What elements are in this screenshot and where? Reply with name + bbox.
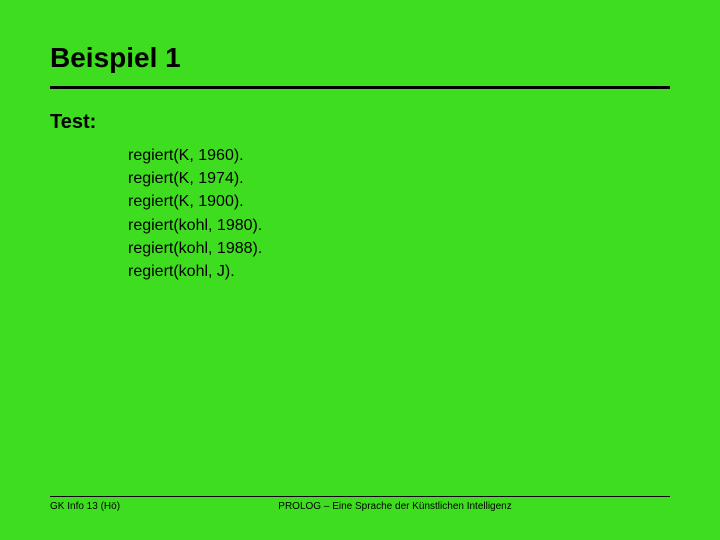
section-subhead: Test:	[50, 111, 670, 134]
footer-rule	[50, 496, 670, 497]
code-block: regiert(K, 1960). regiert(K, 1974). regi…	[128, 144, 670, 283]
code-line: regiert(K, 1974).	[128, 167, 670, 190]
slide: Beispiel 1 Test: regiert(K, 1960). regie…	[0, 0, 720, 540]
footer-center-text: PROLOG – Eine Sprache der Künstlichen In…	[120, 501, 670, 512]
slide-title: Beispiel 1	[50, 42, 670, 74]
slide-footer: GK Info 13 (Hö) PROLOG – Eine Sprache de…	[50, 496, 670, 512]
footer-row: GK Info 13 (Hö) PROLOG – Eine Sprache de…	[50, 501, 670, 512]
code-line: regiert(K, 1900).	[128, 190, 670, 213]
code-line: regiert(kohl, J).	[128, 260, 670, 283]
code-line: regiert(kohl, 1980).	[128, 214, 670, 237]
code-line: regiert(K, 1960).	[128, 144, 670, 167]
code-line: regiert(kohl, 1988).	[128, 237, 670, 260]
title-rule	[50, 86, 670, 89]
footer-left-text: GK Info 13 (Hö)	[50, 501, 120, 512]
